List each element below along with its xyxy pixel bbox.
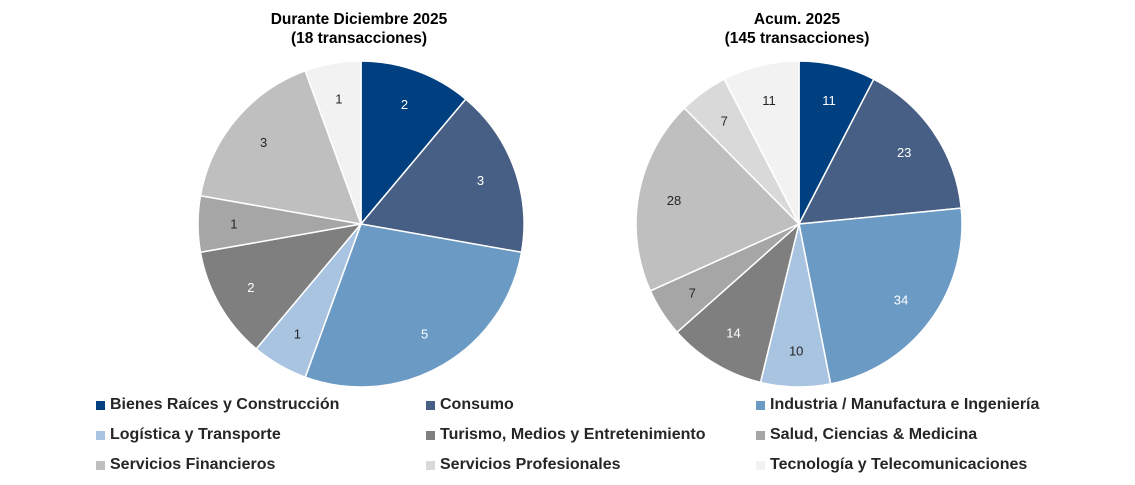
legend-label: Servicios Financieros bbox=[110, 456, 276, 473]
data-label: 5 bbox=[421, 327, 428, 342]
pie-slice bbox=[676, 221, 801, 384]
chart-title-right: Acum. 2025 (145 transacciones) bbox=[637, 10, 957, 48]
data-label: 2 bbox=[401, 97, 408, 112]
pie-slice bbox=[304, 60, 362, 225]
data-label: 3 bbox=[260, 135, 267, 150]
legend-swatch bbox=[756, 430, 765, 440]
legend-item: Logística y Transporte bbox=[96, 426, 281, 444]
data-label: 3 bbox=[477, 173, 484, 188]
data-label: 1 bbox=[335, 91, 342, 106]
legend-swatch bbox=[96, 430, 105, 440]
pie-slice bbox=[635, 107, 801, 292]
legend-item: Salud, Ciencias & Medicina bbox=[756, 426, 977, 444]
pie-slice bbox=[304, 223, 523, 388]
data-label: 11 bbox=[762, 93, 776, 108]
legend-label: Consumo bbox=[440, 396, 514, 413]
legend-label: Tecnología y Telecomunicaciones bbox=[770, 456, 1028, 473]
legend-label: Industria / Manufactura e Ingeniería bbox=[770, 396, 1040, 413]
pie-slice bbox=[723, 60, 800, 225]
legend-label: Servicios Profesionales bbox=[440, 456, 621, 473]
legend-item: Servicios Financieros bbox=[96, 456, 275, 474]
data-label: 23 bbox=[897, 145, 911, 160]
chart-subtitle-text: (145 transacciones) bbox=[724, 30, 870, 47]
pie-slice bbox=[359, 98, 525, 254]
chart-title-left: Durante Diciembre 2025 (18 transacciones… bbox=[199, 10, 519, 48]
legend-item: Servicios Profesionales bbox=[426, 456, 621, 474]
data-label: 1 bbox=[230, 217, 237, 232]
data-label: 7 bbox=[689, 286, 696, 301]
legend-item: Tecnología y Telecomunicaciones bbox=[756, 456, 1027, 474]
legend-item: Bienes Raíces y Construcción bbox=[96, 396, 339, 414]
legend-swatch bbox=[756, 460, 765, 470]
legend-swatch bbox=[756, 400, 765, 410]
legend-swatch bbox=[426, 460, 435, 470]
legend-swatch bbox=[426, 400, 435, 410]
chart-title-text: Acum. 2025 bbox=[753, 11, 841, 28]
data-label: 11 bbox=[822, 93, 836, 108]
data-label: 34 bbox=[894, 292, 908, 307]
legend-item: Turismo, Medios y Entretenimiento bbox=[426, 426, 706, 444]
legend-item: Consumo bbox=[426, 396, 514, 414]
legend-label: Turismo, Medios y Entretenimiento bbox=[440, 426, 706, 443]
legend-label: Salud, Ciencias & Medicina bbox=[770, 426, 978, 443]
data-label: 1 bbox=[294, 327, 301, 342]
data-label: 14 bbox=[726, 325, 740, 340]
legend-label: Logística y Transporte bbox=[110, 426, 281, 443]
pie-slice bbox=[199, 69, 363, 225]
legend-swatch bbox=[96, 460, 105, 470]
pie-slice bbox=[199, 222, 363, 350]
legend-label: Bienes Raíces y Construcción bbox=[110, 396, 340, 413]
pie-slice bbox=[360, 60, 467, 227]
legend-swatch bbox=[426, 430, 435, 440]
legend-item: Industria / Manufactura e Ingeniería bbox=[756, 396, 1039, 414]
data-label: 10 bbox=[789, 344, 803, 359]
data-label: 28 bbox=[667, 193, 681, 208]
chart-title-text: Durante Diciembre 2025 bbox=[270, 11, 448, 28]
data-label: 2 bbox=[247, 280, 254, 295]
chart-subtitle-text: (18 transacciones) bbox=[290, 30, 428, 47]
legend-swatch bbox=[96, 400, 105, 410]
pie-slice bbox=[798, 207, 963, 385]
pie-slice bbox=[797, 78, 963, 225]
data-label: 7 bbox=[721, 114, 728, 129]
